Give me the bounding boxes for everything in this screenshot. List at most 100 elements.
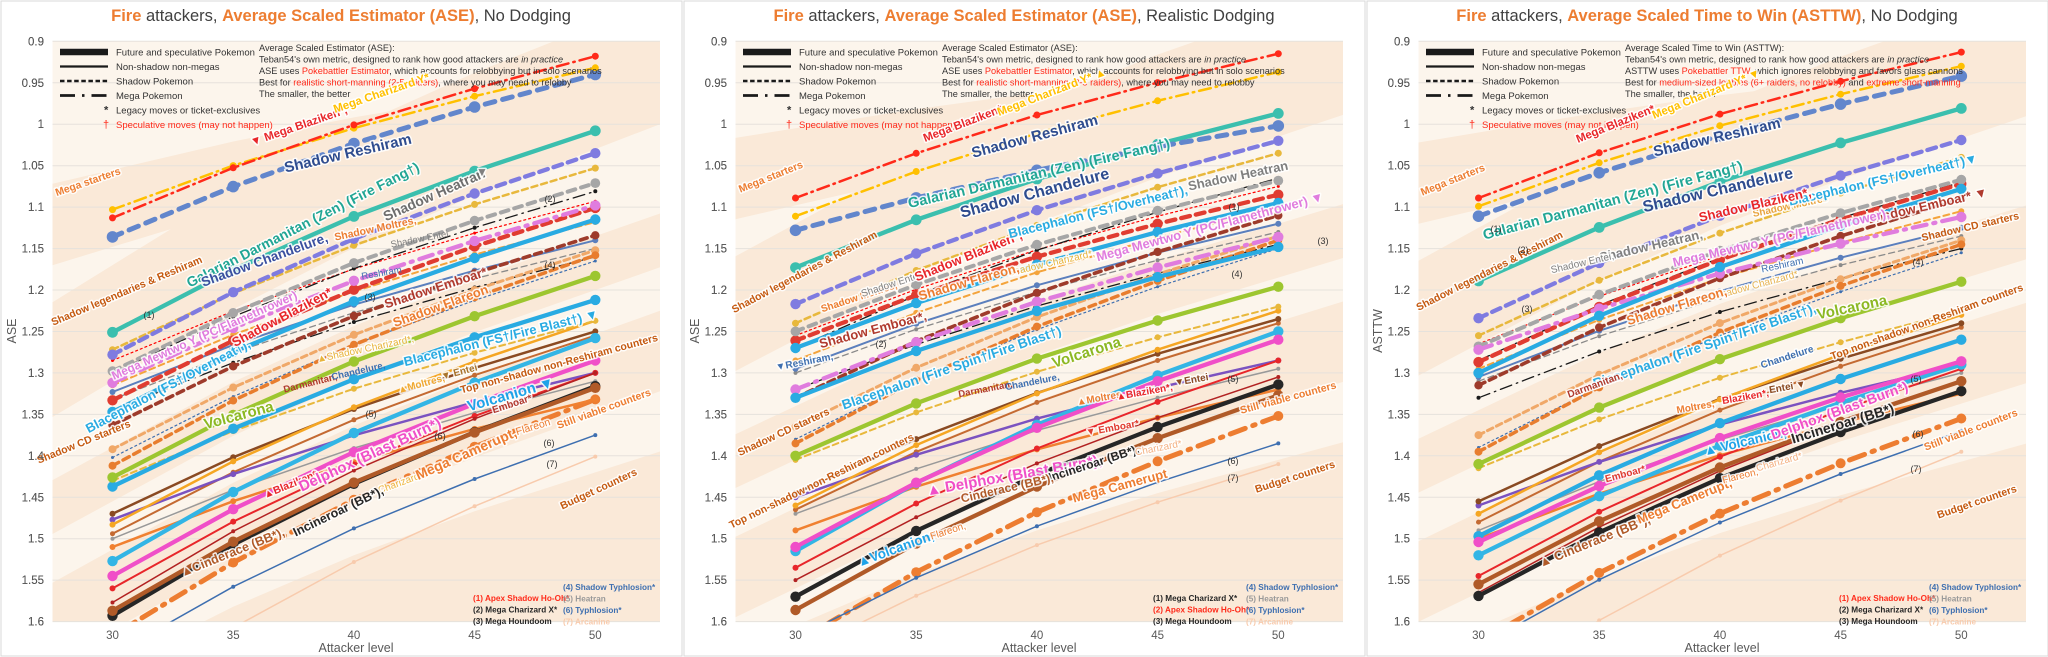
svg-text:1.3: 1.3 [711,368,727,380]
svg-text:1.3: 1.3 [28,368,44,380]
svg-text:1.15: 1.15 [705,244,727,256]
svg-text:Speculative moves (may not hap: Speculative moves (may not happen) [1482,120,1639,131]
svg-text:1.6: 1.6 [28,617,44,629]
svg-text:(3) Mega Houndoom: (3) Mega Houndoom [1153,617,1232,626]
svg-text:1.2: 1.2 [28,285,44,297]
svg-text:0.9: 0.9 [1394,36,1410,48]
svg-text:1.4: 1.4 [1394,451,1411,463]
svg-text:1.1: 1.1 [711,202,727,214]
svg-text:0.9: 0.9 [28,36,44,48]
svg-text:(1): (1) [1229,202,1240,212]
svg-text:1.4: 1.4 [711,451,728,463]
svg-text:Attacker level: Attacker level [1001,641,1076,655]
svg-text:(4): (4) [1913,257,1924,267]
svg-text:1.55: 1.55 [705,575,727,587]
svg-text:(2) Mega Charizard X*: (2) Mega Charizard X* [473,606,558,615]
svg-text:Non-shadow non-megas: Non-shadow non-megas [1482,62,1586,73]
svg-text:1.2: 1.2 [1394,285,1410,297]
svg-text:Non-shadow non-megas: Non-shadow non-megas [799,62,903,73]
svg-text:Shadow Pokemon: Shadow Pokemon [116,77,193,88]
svg-text:1.2: 1.2 [28,285,44,297]
svg-text:†: † [103,119,109,131]
svg-text:▼: ▼ [476,165,488,179]
svg-text:0.95: 0.95 [1388,78,1410,90]
svg-text:1.4: 1.4 [1394,451,1411,463]
svg-text:35: 35 [1593,630,1606,642]
svg-text:(7) Arcanine: (7) Arcanine [563,618,610,627]
svg-text:1: 1 [721,119,727,131]
svg-text:1.15: 1.15 [22,244,44,256]
svg-text:30: 30 [789,630,802,642]
svg-text:(7): (7) [547,459,558,469]
svg-text:1.3: 1.3 [28,368,44,380]
svg-text:1.3: 1.3 [1394,368,1410,380]
svg-text:Legacy moves or ticket-exclusi: Legacy moves or ticket-exclusives [799,106,943,117]
svg-text:1.55: 1.55 [705,575,727,587]
svg-text:0.9: 0.9 [28,36,44,48]
svg-text:(2) Mega Charizard X*: (2) Mega Charizard X* [1839,606,1924,615]
svg-text:(5) Heatran: (5) Heatran [1929,595,1972,604]
svg-text:40: 40 [1031,630,1044,642]
svg-text:Attacker level: Attacker level [1684,641,1759,655]
svg-text:(5) Heatran: (5) Heatran [1246,595,1289,604]
svg-text:1.6: 1.6 [711,617,727,629]
svg-text:50: 50 [589,630,602,642]
svg-text:Speculative moves (may not hap: Speculative moves (may not happen) [116,120,273,131]
svg-text:1.45: 1.45 [705,492,727,504]
svg-text:1.55: 1.55 [22,575,44,587]
svg-text:Average Scaled Estimator (ASE): Average Scaled Estimator (ASE): [259,43,395,53]
svg-text:0.95: 0.95 [705,78,727,90]
svg-text:(7) Arcanine: (7) Arcanine [1929,618,1976,627]
svg-text:1.1: 1.1 [28,202,44,214]
svg-text:ASTTW uses Pokebattler TTW, wh: ASTTW uses Pokebattler TTW, which ignore… [1625,66,1963,76]
svg-text:(5): (5) [1228,374,1239,384]
svg-text:1.05: 1.05 [22,161,44,173]
svg-text:(6): (6) [1913,429,1924,439]
svg-text:1.15: 1.15 [22,244,44,256]
svg-text:1.05: 1.05 [1388,161,1410,173]
svg-text:1.35: 1.35 [22,409,44,421]
svg-text:1.05: 1.05 [22,161,44,173]
svg-text:(4) Shadow Typhlosion*: (4) Shadow Typhlosion* [1929,583,2022,592]
svg-text:1: 1 [38,119,44,131]
svg-text:Legacy moves or ticket-exclusi: Legacy moves or ticket-exclusives [1482,106,1626,117]
svg-text:35: 35 [227,630,240,642]
svg-text:0.95: 0.95 [22,78,44,90]
svg-text:1.45: 1.45 [1388,492,1410,504]
svg-text:1.1: 1.1 [28,202,44,214]
svg-text:Teban54's own metric, designed: Teban54's own metric, designed to rank h… [259,55,563,65]
svg-text:ASE: ASE [688,318,702,343]
svg-text:*: * [1470,105,1475,117]
svg-text:Legacy moves or ticket-exclusi: Legacy moves or ticket-exclusives [116,106,260,117]
svg-text:(5): (5) [366,409,377,419]
svg-text:1.3: 1.3 [1394,368,1410,380]
svg-text:1.35: 1.35 [1388,409,1410,421]
svg-text:1.6: 1.6 [711,617,727,629]
svg-text:1.6: 1.6 [1394,617,1410,629]
svg-text:1.05: 1.05 [705,161,727,173]
svg-text:1.15: 1.15 [705,244,727,256]
svg-text:1.1: 1.1 [1394,202,1410,214]
svg-text:1.05: 1.05 [705,161,727,173]
svg-text:(2): (2) [876,339,887,349]
svg-text:1: 1 [1404,119,1410,131]
svg-text:Fire attackers, Average Scaled: Fire attackers, Average Scaled Time to W… [1456,7,1957,25]
svg-text:Speculative moves (may not hap: Speculative moves (may not happen) [799,120,956,131]
svg-text:(6): (6) [434,431,446,442]
svg-text:1.4: 1.4 [28,451,45,463]
svg-text:Teban54's own metric, designed: Teban54's own metric, designed to rank h… [942,55,1246,65]
svg-text:The smaller, the better: The smaller, the better [259,89,350,99]
svg-text:†: † [786,119,792,131]
svg-text:ASE uses Pokebattler Estimator: ASE uses Pokebattler Estimator, which ac… [942,66,1285,76]
svg-text:Best for realistic short-manni: Best for realistic short-manning (2-5 ra… [942,78,1255,88]
svg-text:1.25: 1.25 [1388,326,1410,338]
svg-text:Best for realistic short-manni: Best for realistic short-manning (2-5 ra… [259,78,572,88]
svg-text:(6) Typhlosion*: (6) Typhlosion* [563,606,622,615]
svg-text:30: 30 [1472,630,1485,642]
svg-text:1.2: 1.2 [711,285,727,297]
svg-text:1.5: 1.5 [711,534,727,546]
svg-text:(3): (3) [365,292,376,302]
svg-text:0.95: 0.95 [22,78,44,90]
svg-text:(5): (5) [1911,374,1922,384]
svg-text:(2): (2) [545,194,556,204]
